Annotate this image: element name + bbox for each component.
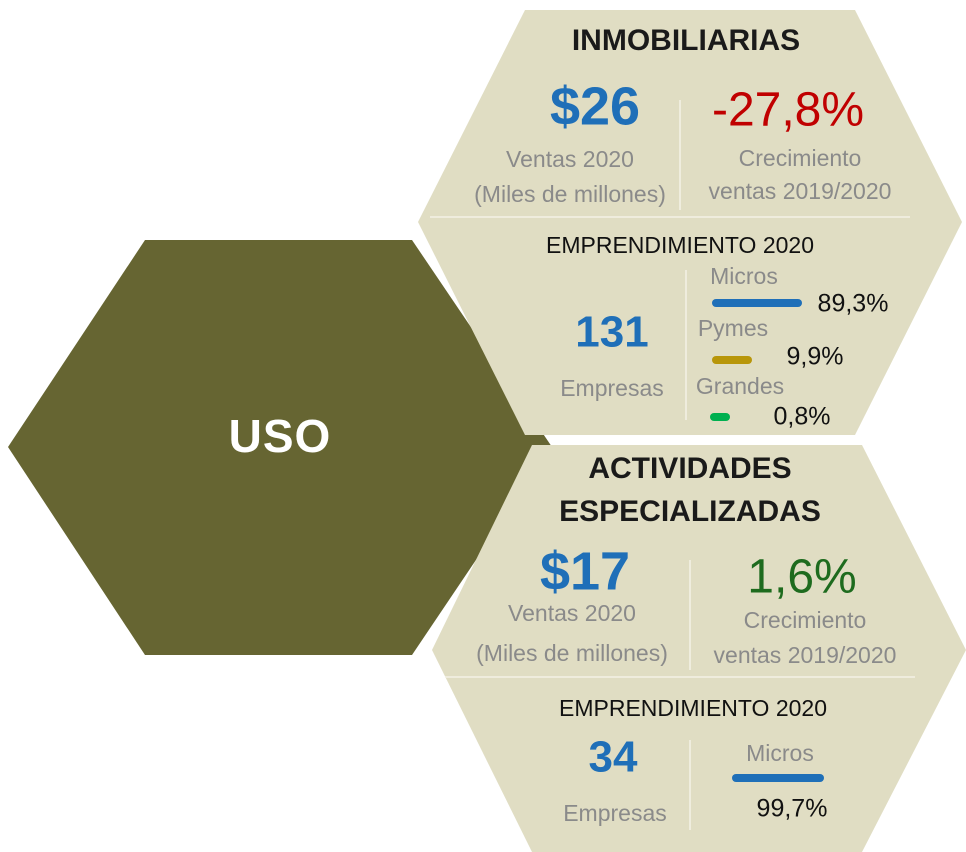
growth: -27,8% bbox=[712, 84, 864, 137]
entrepreneurship-title: EMPRENDIMIENTO 2020 bbox=[559, 695, 827, 721]
center-hexagon bbox=[8, 240, 552, 655]
companies: 34 bbox=[589, 733, 638, 782]
companies-label: Empresas bbox=[560, 375, 664, 401]
sales-label: Ventas 2020 bbox=[506, 146, 634, 172]
growth-label: ventas 2019/2020 bbox=[709, 178, 892, 204]
size-share: 99,7% bbox=[757, 795, 828, 823]
sales: $26 bbox=[550, 76, 640, 136]
size-name: Micros bbox=[710, 263, 778, 289]
sales-label: Ventas 2020 bbox=[508, 600, 636, 626]
growth: 1,6% bbox=[747, 551, 856, 604]
sector-title: INMOBILIARIAS bbox=[572, 24, 800, 57]
companies: 131 bbox=[575, 308, 648, 357]
sales-label: (Miles de millones) bbox=[474, 181, 666, 207]
size-name: Micros bbox=[746, 740, 814, 766]
size-name: Pymes bbox=[698, 315, 768, 341]
growth-label: ventas 2019/2020 bbox=[714, 642, 897, 668]
growth-label: Crecimiento bbox=[744, 607, 867, 633]
size-name: Grandes bbox=[696, 373, 784, 399]
size-share: 0,8% bbox=[774, 403, 831, 431]
size-share: 89,3% bbox=[818, 290, 889, 318]
size-share: 9,9% bbox=[787, 343, 844, 371]
center-label: USO bbox=[229, 410, 332, 462]
sector-title: ESPECIALIZADAS bbox=[559, 495, 821, 528]
growth-label: Crecimiento bbox=[739, 145, 862, 171]
entrepreneurship-title: EMPRENDIMIENTO 2020 bbox=[546, 232, 814, 258]
bottom-hexagon bbox=[432, 445, 966, 852]
sales-label: (Miles de millones) bbox=[476, 640, 668, 666]
sector-title: ACTIVIDADES bbox=[588, 452, 791, 485]
top-hexagon bbox=[418, 10, 962, 435]
sales: $17 bbox=[540, 541, 630, 601]
companies-label: Empresas bbox=[563, 800, 667, 826]
